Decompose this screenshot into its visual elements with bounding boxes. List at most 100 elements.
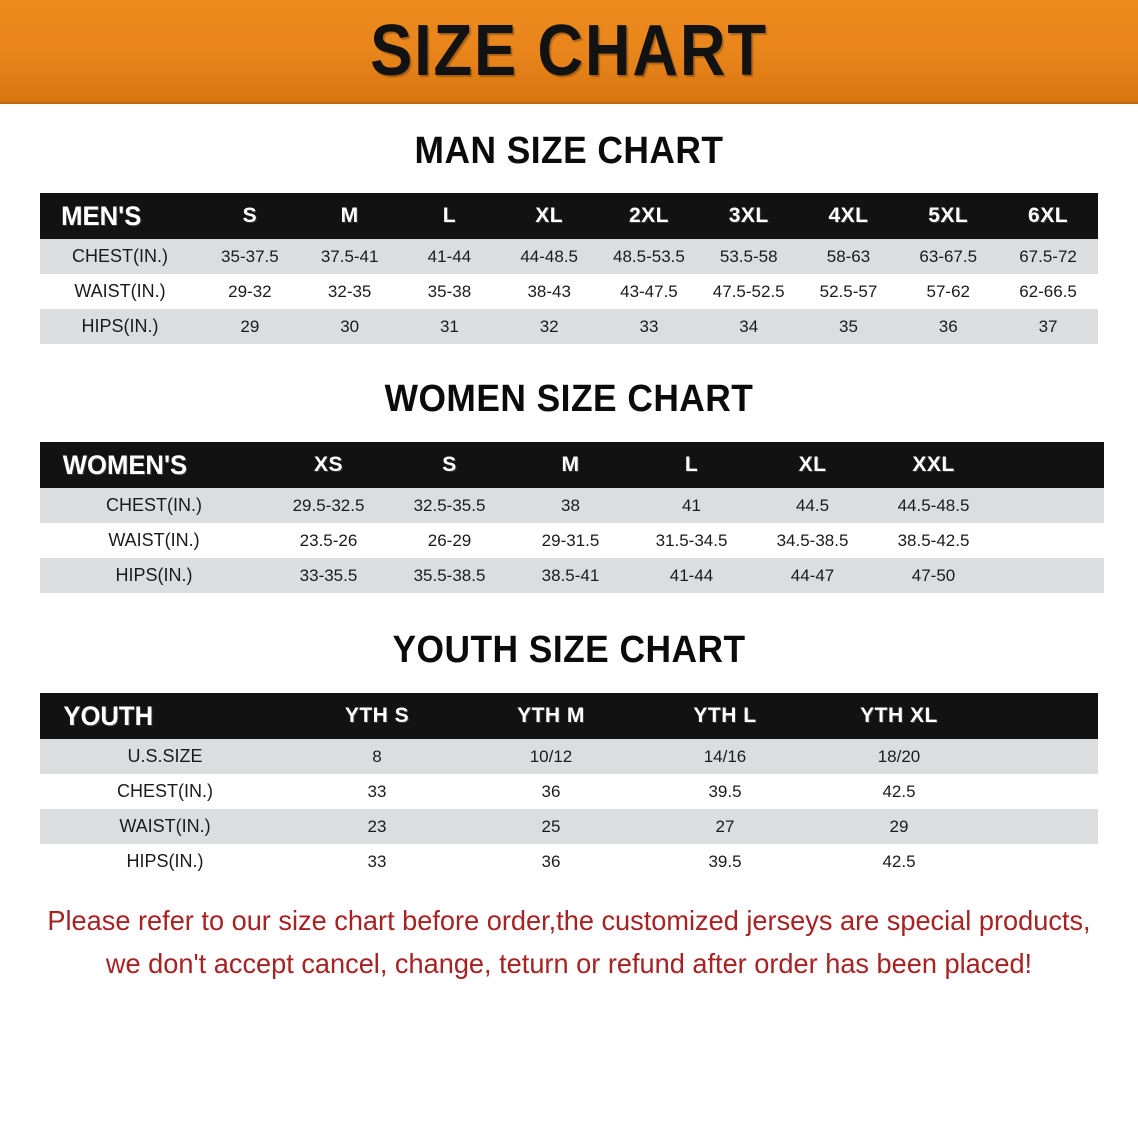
youth-row-label-3: HIPS(IN.) [126,851,204,871]
women-cell-0-3: 41 [682,495,701,515]
man-size-col-1: M [340,204,359,227]
women-cell-2-0: 33-35.5 [299,565,358,585]
table-row: WAIST(IN.) 29-32 32-35 35-38 38-43 43-47… [40,274,1098,309]
youth-cell-1-2: 39.5 [708,781,742,801]
women-cell-0-4: 44.5 [795,495,830,515]
man-cell-0-4: 48.5-53.5 [613,246,685,266]
women-cell-1-4: 34.5-38.5 [776,530,849,550]
women-cell-2-1: 35.5-38.5 [413,565,486,585]
women-section-title: WOMEN SIZE CHART [384,378,754,420]
women-size-col-0: XS [313,453,343,476]
man-cell-1-5: 47.5-52.5 [712,281,785,301]
page-title: SIZE CHART [370,11,768,91]
man-cell-1-0: 29-32 [228,281,272,301]
women-cell-2-5: 47-50 [911,565,956,585]
table-row: WAIST(IN.) 23.5-26 26-29 29-31.5 31.5-34… [40,523,1104,558]
youth-header-spacer [986,693,1098,739]
man-size-table-wrap: MEN'S S M L XL 2XL 3XL 4XL 5XL 6XL CHEST… [40,193,1098,344]
youth-row-label-1: CHEST(IN.) [117,781,213,801]
man-cell-1-7: 57-62 [926,281,970,301]
man-cell-1-1: 32-35 [327,281,372,301]
man-row-label-1: WAIST(IN.) [74,281,166,301]
youth-cell-0-1: 10/12 [529,746,573,766]
women-cell-2-3: 41-44 [669,565,714,585]
women-size-col-2: M [561,453,580,476]
youth-cell-spacer [986,739,1098,774]
women-cell-2-4: 44-47 [790,565,835,585]
disclaimer-line-2: we don't accept cancel, change, teturn o… [105,948,1033,980]
youth-row-header-label: YOUTH [63,700,154,731]
women-row-label-1: WAIST(IN.) [108,530,200,550]
women-table-head: WOMEN'S XS S M L XL XXL [40,442,1104,488]
man-cell-2-7: 36 [938,316,958,336]
man-table-body: CHEST(IN.) 35-37.5 37.5-41 41-44 44-48.5… [40,239,1098,344]
table-row: HIPS(IN.) 33-35.5 35.5-38.5 38.5-41 41-4… [40,558,1104,593]
man-row-label-2: HIPS(IN.) [81,316,159,336]
youth-cell-3-0: 33 [367,851,387,871]
youth-cell-1-0: 33 [367,781,387,801]
table-row: WAIST(IN.) 23 25 27 29 [40,809,1098,844]
youth-size-col-3: YTH XL [860,704,938,727]
youth-size-table: YOUTH YTH S YTH M YTH L YTH XL U.S.SIZE … [40,693,1098,879]
man-cell-0-6: 58-63 [826,246,871,266]
man-cell-1-4: 43-47.5 [620,281,678,301]
table-row: HIPS(IN.) 33 36 39.5 42.5 [40,844,1098,879]
man-cell-0-3: 44-48.5 [520,246,579,266]
women-cell-2-2: 38.5-41 [541,565,600,585]
women-header-row: WOMEN'S XS S M L XL XXL [40,442,1104,488]
man-cell-0-0: 35-37.5 [221,246,279,266]
man-cell-1-6: 52.5-57 [819,281,878,301]
man-table-head: MEN'S S M L XL 2XL 3XL 4XL 5XL 6XL [40,193,1098,239]
youth-cell-2-0: 23 [367,816,387,836]
youth-cell-0-2: 14/16 [703,746,747,766]
youth-cell-3-2: 39.5 [708,851,742,871]
women-size-col-3: L [684,453,699,476]
youth-size-col-1: YTH M [517,704,585,727]
table-row: U.S.SIZE 8 10/12 14/16 18/20 [40,739,1098,774]
women-cell-1-5: 38.5-42.5 [897,530,970,550]
women-cell-0-1: 32.5-35.5 [413,495,486,515]
man-cell-2-2: 31 [439,316,459,336]
man-cell-2-5: 34 [739,316,759,336]
table-row: CHEST(IN.) 29.5-32.5 32.5-35.5 38 41 44.… [40,488,1104,523]
women-size-col-5: XXL [912,453,955,476]
youth-cell-2-3: 29 [889,816,909,836]
man-cell-2-1: 30 [340,316,360,336]
women-row-header-label: WOMEN'S [62,449,188,480]
women-cell-0-5: 44.5-48.5 [897,495,970,515]
table-row: HIPS(IN.) 29 30 31 32 33 34 35 36 37 [40,309,1098,344]
women-cell-0-0: 29.5-32.5 [292,495,365,515]
youth-cell-0-0: 8 [372,746,382,766]
women-row-label-0: CHEST(IN.) [106,495,202,515]
women-cell-1-1: 26-29 [427,530,472,550]
man-size-col-7: 5XL [928,204,969,227]
youth-size-col-2: YTH L [693,704,757,727]
youth-table-body: U.S.SIZE 8 10/12 14/16 18/20 CHEST(IN.) … [40,739,1098,879]
women-cell-spacer [994,523,1104,558]
man-cell-2-4: 33 [639,316,659,336]
women-size-table: WOMEN'S XS S M L XL XXL CHEST(IN.) 29.5-… [40,442,1104,593]
youth-cell-spacer [986,774,1098,809]
table-row: CHEST(IN.) 35-37.5 37.5-41 41-44 44-48.5… [40,239,1098,274]
man-cell-0-7: 63-67.5 [919,246,978,266]
youth-cell-3-3: 42.5 [882,851,916,871]
women-cell-1-2: 29-31.5 [541,530,600,550]
man-cell-2-3: 32 [539,316,559,336]
youth-cell-0-3: 18/20 [877,746,921,766]
youth-cell-1-1: 36 [541,781,561,801]
man-section-title: MAN SIZE CHART [414,130,724,172]
man-cell-2-0: 29 [240,316,260,336]
man-size-col-3: XL [535,204,564,227]
man-cell-2-6: 35 [839,316,858,336]
man-size-col-0: S [242,204,258,227]
man-cell-1-8: 62-66.5 [1019,281,1077,301]
youth-cell-3-1: 36 [541,851,561,871]
women-cell-1-0: 23.5-26 [299,530,358,550]
man-cell-1-3: 38-43 [527,281,571,301]
table-row: CHEST(IN.) 33 36 39.5 42.5 [40,774,1098,809]
women-size-col-1: S [442,453,457,476]
man-cell-2-8: 37 [1038,316,1058,336]
women-table-body: CHEST(IN.) 29.5-32.5 32.5-35.5 38 41 44.… [40,488,1104,593]
youth-cell-spacer [986,844,1098,879]
women-header-spacer [994,442,1104,488]
